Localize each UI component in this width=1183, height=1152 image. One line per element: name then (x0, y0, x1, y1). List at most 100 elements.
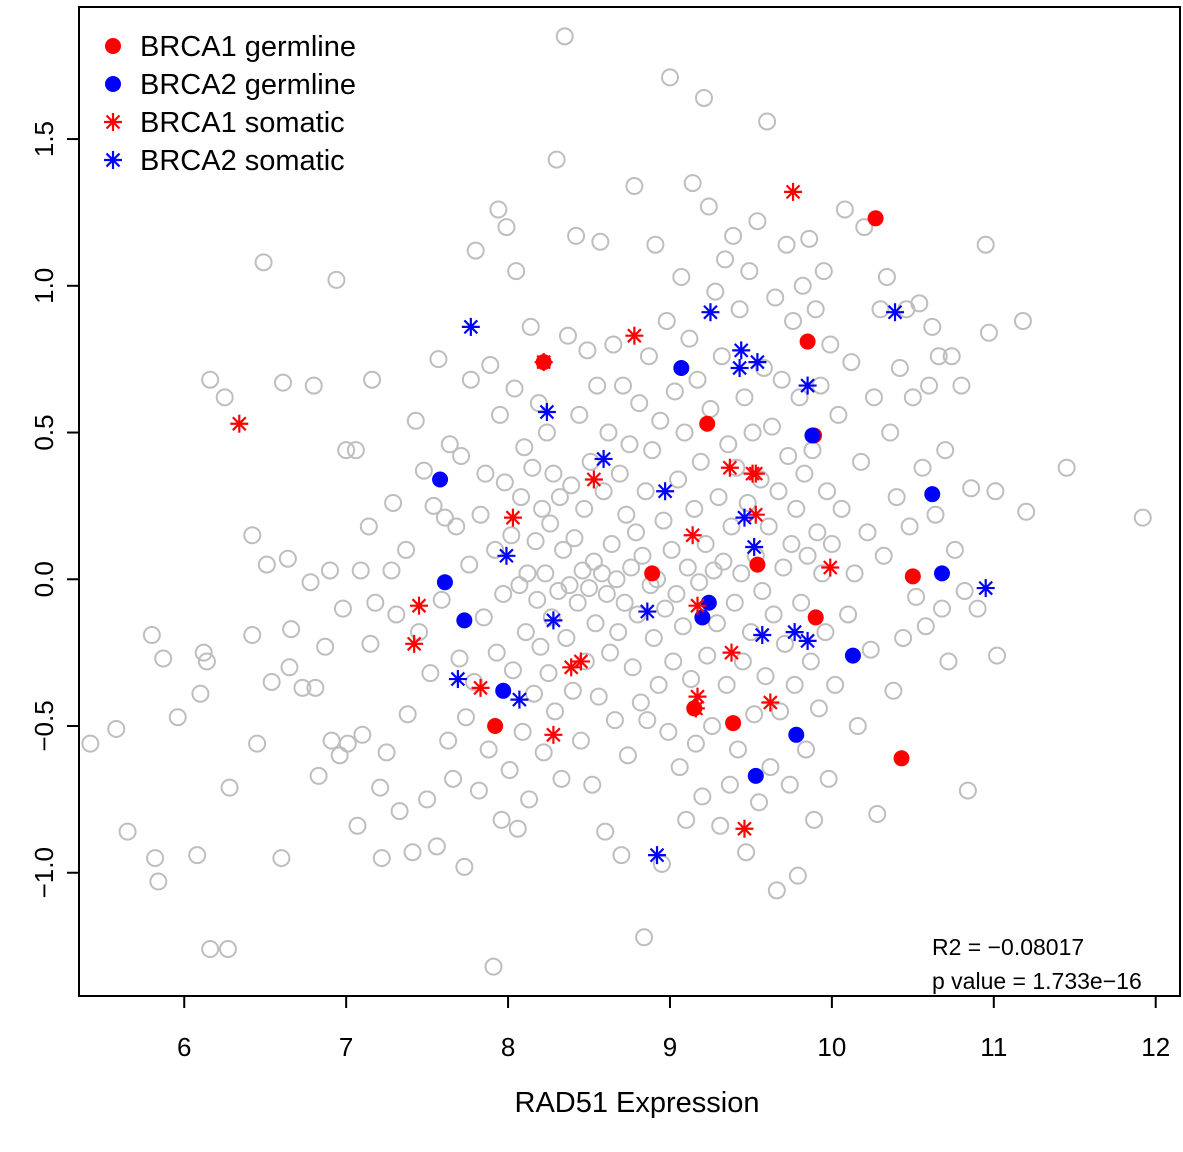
background-point (521, 317, 540, 336)
brca2-somatic-point (785, 623, 804, 642)
background-point (939, 652, 958, 671)
background-point (630, 394, 649, 413)
brca1-germline-point (867, 210, 884, 227)
background-point (397, 540, 416, 559)
brca2-somatic-point (748, 353, 767, 372)
background-point (444, 769, 463, 788)
background-point (471, 505, 490, 524)
background-point (366, 593, 385, 612)
background-point (826, 675, 845, 694)
background-point (191, 684, 210, 703)
background-point (1017, 502, 1036, 521)
background-point (759, 517, 778, 536)
background-point (1133, 508, 1152, 527)
background-point (549, 582, 568, 601)
background-point (421, 664, 440, 683)
brca2-somatic-point (753, 626, 772, 645)
background-point (560, 576, 579, 595)
brca2-germline-point (804, 427, 821, 444)
background-point (142, 626, 161, 645)
background-point (505, 379, 524, 398)
background-point (418, 790, 437, 809)
brca1-somatic-point (735, 819, 754, 838)
background-point (894, 628, 913, 647)
brca2-somatic-point (745, 537, 764, 556)
background-point (427, 837, 446, 856)
pvalue-annotation: p value = 1.733e−16 (932, 968, 1142, 994)
background-point (979, 323, 998, 342)
background-point (432, 590, 451, 609)
background-point (780, 775, 799, 794)
brca2-somatic-point (537, 402, 556, 421)
background-point (962, 479, 981, 498)
background-point (1057, 458, 1076, 477)
background-point (842, 353, 861, 372)
background-point (398, 705, 417, 724)
background-point (691, 452, 710, 471)
background-point (711, 816, 730, 835)
background-point (968, 599, 987, 618)
background-point (607, 570, 626, 589)
background-point (201, 370, 220, 389)
background-point (877, 267, 896, 286)
brca2-germline-point (924, 486, 941, 503)
brca2-germline-point (436, 574, 453, 591)
background-point (774, 558, 793, 577)
background-point (835, 200, 854, 219)
background-point (717, 675, 736, 694)
background-point (469, 781, 488, 800)
background-point (220, 778, 239, 797)
background-point (602, 535, 621, 554)
brca1-somatic-point (562, 658, 581, 677)
brca1-somatic-point (471, 678, 490, 697)
brca1-germline-point (487, 718, 504, 735)
background-point (910, 294, 929, 313)
background-point (550, 488, 569, 507)
background-point (801, 652, 820, 671)
background-point (149, 872, 168, 891)
background-point (858, 523, 877, 542)
background-point (516, 623, 535, 642)
background-point (690, 573, 709, 592)
background-point (81, 734, 100, 753)
background-point (500, 761, 519, 780)
background-point (570, 405, 589, 424)
background-point (526, 532, 545, 551)
brca2-somatic-point (732, 341, 751, 360)
brca2-somatic-point (798, 376, 817, 395)
background-point (861, 640, 880, 659)
background-point (675, 423, 694, 442)
brca2-germline-point (788, 726, 805, 743)
background-point (557, 628, 576, 647)
brca2-somatic-point (886, 303, 905, 322)
brca1-somatic-point (688, 596, 707, 615)
background-point (424, 496, 443, 515)
background-point (306, 678, 325, 697)
background-point (677, 810, 696, 829)
background-point (262, 672, 281, 691)
background-point (881, 423, 900, 442)
background-point (492, 810, 511, 829)
background-point (758, 112, 777, 131)
background-point (798, 546, 817, 565)
background-point (806, 300, 825, 319)
background-point (533, 499, 552, 518)
background-point (447, 517, 466, 536)
background-point (479, 740, 498, 759)
brca2-somatic-point (638, 602, 657, 621)
background-point (282, 620, 301, 639)
legend-marker (104, 113, 122, 131)
background-point (567, 226, 586, 245)
background-point (461, 370, 480, 389)
background-point (782, 535, 801, 554)
background-point (887, 488, 906, 507)
background-point (638, 711, 657, 730)
background-point (932, 599, 951, 618)
background-point (733, 652, 752, 671)
background-point (518, 564, 537, 583)
background-point (565, 529, 584, 548)
x-axis: 6 7 8 9 10 11 12 (177, 995, 1170, 1062)
background-point (649, 675, 668, 694)
background-point (822, 535, 841, 554)
background-point (923, 317, 942, 336)
